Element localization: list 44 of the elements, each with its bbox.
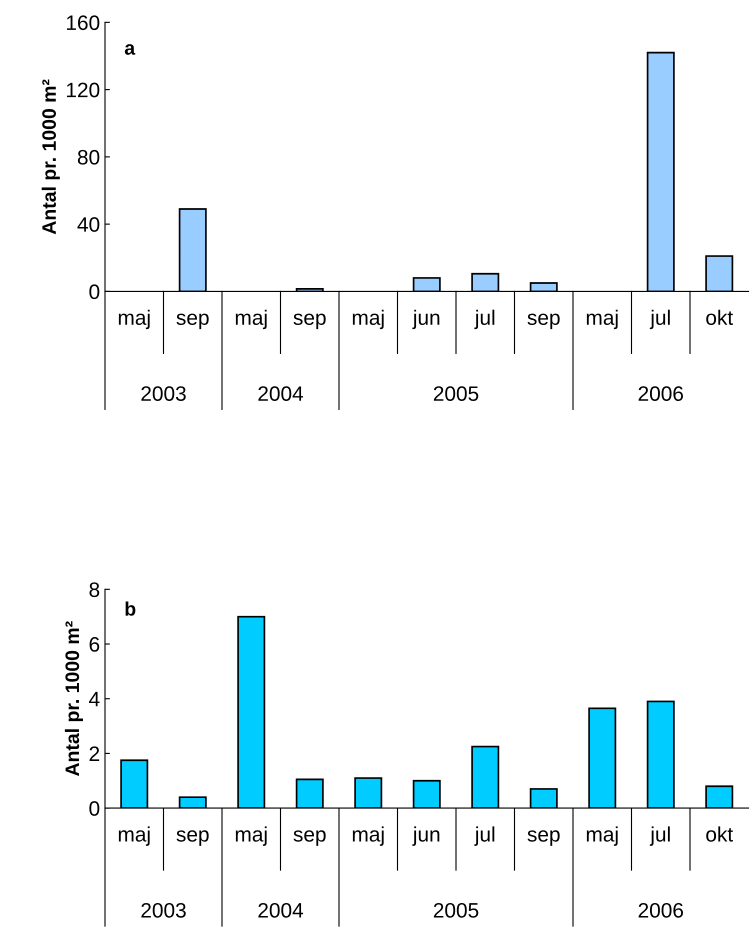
y-tick-label: 2 <box>90 746 100 761</box>
y-tick-label: 4 <box>89 692 100 706</box>
x-tick-label: maj <box>118 310 150 330</box>
x-tick-label: sep <box>176 314 209 330</box>
text: 2006 <box>638 386 684 401</box>
y-tick-label: 6 <box>90 637 100 652</box>
text: 2005 <box>434 386 478 401</box>
text: 2004 <box>258 902 304 918</box>
x-tick-label: maj <box>352 310 384 330</box>
text: 2003 <box>141 902 186 918</box>
y-axis-title: Antal pr. 1000 m² <box>64 621 83 776</box>
x-tick-label: maj <box>118 826 150 846</box>
x-tick-label: okt <box>706 826 733 842</box>
x-tick-label: jun <box>412 310 440 330</box>
x-tick-label: jul <box>650 310 670 330</box>
x-tick-label: jul <box>650 826 670 846</box>
y-tick-label: 40 <box>77 217 100 232</box>
text: 2005 <box>434 902 478 918</box>
x-tick-label: maj <box>586 310 618 330</box>
x-tick-label: jun <box>412 826 440 846</box>
x-tick-label: sep <box>176 830 209 846</box>
annotation: a <box>124 44 136 55</box>
y-tick-label: 80 <box>78 150 100 165</box>
y-axis-title: Antal pr. 1000 m² <box>42 79 60 234</box>
y-tick-label: 120 <box>66 82 100 98</box>
y-tick-label: 0 <box>89 284 100 300</box>
text: 2004 <box>258 386 304 401</box>
x-tick-label: okt <box>706 310 733 325</box>
x-tick-label: sep <box>528 314 560 330</box>
text: 2006 <box>638 902 684 918</box>
x-tick-label: maj <box>352 826 384 846</box>
x-tick-label: maj <box>236 310 267 330</box>
x-tick-label: sep <box>528 830 560 846</box>
x-tick-label: sep <box>294 314 326 330</box>
y-tick-label: 0 <box>89 801 100 816</box>
x-tick-label: jul <box>474 826 494 846</box>
annotation: b <box>126 601 136 616</box>
x-tick-label: maj <box>586 826 618 846</box>
x-tick-label: sep <box>294 830 326 846</box>
x-tick-label: jul <box>474 310 494 330</box>
x-tick-label: maj <box>236 826 267 846</box>
y-tick-label: 8 <box>89 582 100 598</box>
text: 2003 <box>141 386 186 401</box>
y-tick-label: 160 <box>66 15 100 30</box>
